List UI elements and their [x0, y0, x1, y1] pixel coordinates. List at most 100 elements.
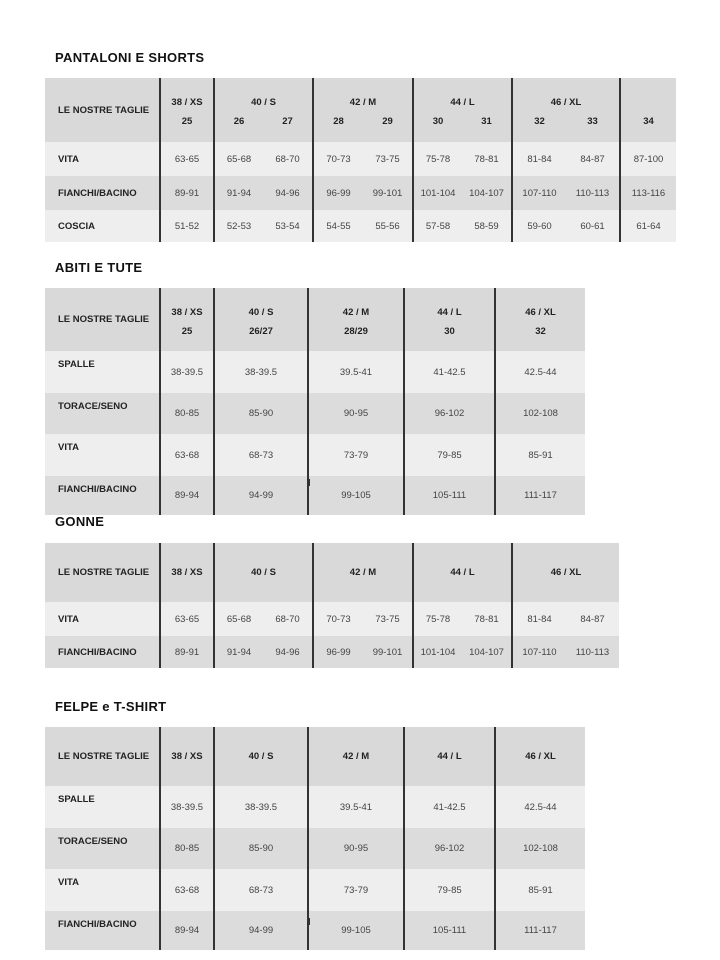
cell-value: 73-79: [307, 434, 404, 476]
cell-value: 65-68: [213, 602, 263, 636]
cell-value: 68-73: [213, 434, 308, 476]
size-table: LE NOSTRE TAGLIE 38 / XS 40 / S 42 / M 44 / …: [45, 78, 676, 242]
row-label: SPALLE: [45, 786, 160, 828]
cell-value: 94-96: [263, 636, 313, 668]
size-header: 40 / S: [213, 727, 308, 786]
cell-value: 90-95: [307, 828, 404, 869]
table-row: SPALLE 38-39.5 38-39.5 39.5-41 41-42.5 42.5-4…: [45, 786, 585, 828]
cell-value: 107-110: [511, 636, 566, 668]
size-header: 38 / XS: [159, 727, 214, 786]
cell-value: 58-59: [462, 210, 512, 242]
cell-value: 70-73: [312, 602, 363, 636]
row-label: FIANCHI/BACINO: [45, 176, 160, 210]
cell-value: 41-42.5: [403, 351, 495, 393]
row-label: TORACE/SENO: [45, 828, 160, 869]
cell-value: 68-70: [263, 602, 313, 636]
row-label: VITA: [45, 434, 160, 476]
cell-value: 96-102: [403, 828, 495, 869]
cell-value: 39.5-41: [307, 786, 404, 828]
cell-value: 63-65: [159, 602, 214, 636]
cell-value: 94-99: [213, 911, 308, 950]
size-header: 40 / S: [213, 78, 313, 112]
cell-value: 68-73: [213, 869, 308, 911]
cell-value: 39.5-41: [307, 351, 404, 393]
subheader-size: 28: [312, 112, 363, 142]
subheader-size: 33: [566, 112, 620, 142]
size-header: 46 / XL: [494, 727, 585, 786]
cell-value: 84-87: [566, 602, 619, 636]
section-title: ABITI E TUTE: [55, 260, 143, 275]
size-header: 38 / XS: [159, 78, 214, 112]
subheader-size: 30: [403, 321, 495, 351]
header-label: LE NOSTRE TAGLIE: [45, 78, 160, 142]
cell-value: 104-107: [462, 176, 512, 210]
row-label: COSCIA: [45, 210, 160, 242]
row-label: FIANCHI/BACINO: [45, 911, 160, 950]
table-row: COSCIA 51-52 52-53 53-54 54-55 55-56 57-58 58-5…: [45, 210, 676, 242]
size-header: 38 / XS: [159, 288, 214, 322]
size-table: LE NOSTRE TAGLIE 38 / XS 40 / S 42 / M 44 / …: [45, 288, 585, 515]
subheader-size: 32: [511, 112, 566, 142]
subheader-size: 26/27: [213, 321, 308, 351]
cell-value: 89-91: [159, 636, 214, 668]
header-row: LE NOSTRE TAGLIE 38 / XS 40 / S 42 / M 44 / …: [45, 543, 619, 602]
cell-value: 94-96: [263, 176, 313, 210]
cell-value: 85-90: [213, 828, 308, 869]
subheader-size: 32: [494, 321, 585, 351]
header-row: LE NOSTRE TAGLIE 38 / XS 40 / S 42 / M 44 / …: [45, 288, 585, 351]
cell-value: 78-81: [462, 602, 512, 636]
cell-value: 73-75: [363, 602, 413, 636]
subheader-size: 27: [263, 112, 313, 142]
cell-value: 105-111: [403, 911, 495, 950]
cell-value: 101-104: [412, 636, 462, 668]
cell-value: 55-56: [363, 210, 413, 242]
cell-value: 59-60: [511, 210, 566, 242]
column-divider: [308, 918, 310, 925]
table-row: TORACE/SENO 80-85 85-90 90-95 96-102 102-108: [45, 828, 585, 869]
cell-value: 42.5-44: [494, 351, 585, 393]
table-row: SPALLE 38-39.5 38-39.5 39.5-41 41-42.5 42.5-4…: [45, 351, 585, 393]
cell-value: 94-99: [213, 476, 308, 515]
size-header: 44 / L: [412, 543, 512, 602]
cell-value: 38-39.5: [213, 786, 308, 828]
cell-value: 90-95: [307, 393, 404, 434]
size-header: 40 / S: [213, 543, 313, 602]
cell-value: 111-117: [494, 911, 585, 950]
cell-value: 75-78: [412, 602, 462, 636]
header-label: LE NOSTRE TAGLIE: [45, 288, 160, 351]
cell-value: 68-70: [263, 142, 313, 176]
table-row: FIANCHI/BACINO 89-91 91-94 94-96 96-99 99-101…: [45, 176, 676, 210]
cell-value: 96-99: [312, 636, 363, 668]
cell-value: 102-108: [494, 393, 585, 434]
row-label: FIANCHI/BACINO: [45, 636, 160, 668]
size-header: 42 / M: [307, 727, 404, 786]
cell-value: 51-52: [159, 210, 214, 242]
table-row: TORACE/SENO 80-85 85-90 90-95 96-102 102-108: [45, 393, 585, 434]
subheader-size: 34: [619, 112, 676, 142]
subheader-size: 30: [412, 112, 462, 142]
cell-value: 99-101: [363, 176, 413, 210]
cell-value: 111-117: [494, 476, 585, 515]
cell-value: 85-90: [213, 393, 308, 434]
row-label: TORACE/SENO: [45, 393, 160, 434]
cell-value: 73-79: [307, 869, 404, 911]
cell-value: 38-39.5: [159, 786, 214, 828]
size-header: 44 / L: [403, 288, 495, 322]
cell-value: 78-81: [462, 142, 512, 176]
subheader-row: 25 26/27 28/29 30 32: [45, 321, 585, 351]
cell-value: 107-110: [511, 176, 566, 210]
subheader-size: 31: [462, 112, 512, 142]
size-header: 46 / XL: [511, 78, 620, 112]
cell-value: 87-100: [619, 142, 676, 176]
table-row: VITA 63-65 65-68 68-70 70-73 73-75 75-78 78-81 8…: [45, 602, 619, 636]
row-label: FIANCHI/BACINO: [45, 476, 160, 515]
size-header: 42 / M: [312, 543, 413, 602]
size-header: 40 / S: [213, 288, 308, 322]
subheader-size: 26: [213, 112, 263, 142]
cell-value: 85-91: [494, 434, 585, 476]
cell-value: 63-65: [159, 142, 214, 176]
cell-value: 89-91: [159, 176, 214, 210]
cell-value: 70-73: [312, 142, 363, 176]
cell-value: 60-61: [566, 210, 620, 242]
subheader-row: 25 26 27 28 29 30 31 32 33 34: [45, 112, 676, 142]
